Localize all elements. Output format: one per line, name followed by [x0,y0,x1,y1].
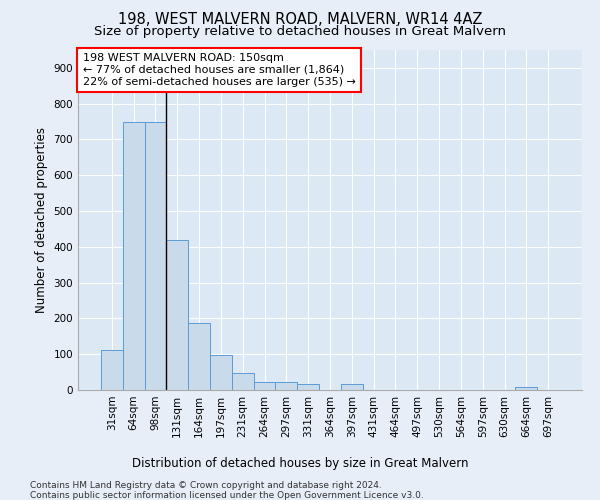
Bar [101,350,123,390]
Bar [145,122,166,390]
Text: Contains HM Land Registry data © Crown copyright and database right 2024.: Contains HM Land Registry data © Crown c… [30,481,382,490]
Text: Contains public sector information licensed under the Open Government Licence v3: Contains public sector information licen… [30,491,424,500]
Text: 198 WEST MALVERN ROAD: 150sqm
← 77% of detached houses are smaller (1,864)
22% o: 198 WEST MALVERN ROAD: 150sqm ← 77% of d… [83,54,356,86]
Bar [123,122,145,390]
Bar [232,373,254,390]
Y-axis label: Number of detached properties: Number of detached properties [35,127,48,313]
Bar [515,387,537,390]
Bar [297,384,319,390]
Bar [254,382,275,390]
Text: Distribution of detached houses by size in Great Malvern: Distribution of detached houses by size … [132,458,468,470]
Text: 198, WEST MALVERN ROAD, MALVERN, WR14 4AZ: 198, WEST MALVERN ROAD, MALVERN, WR14 4A… [118,12,482,28]
Bar [210,356,232,390]
Bar [166,240,188,390]
Text: Size of property relative to detached houses in Great Malvern: Size of property relative to detached ho… [94,25,506,38]
Bar [275,382,297,390]
Bar [341,384,363,390]
Bar [188,322,210,390]
